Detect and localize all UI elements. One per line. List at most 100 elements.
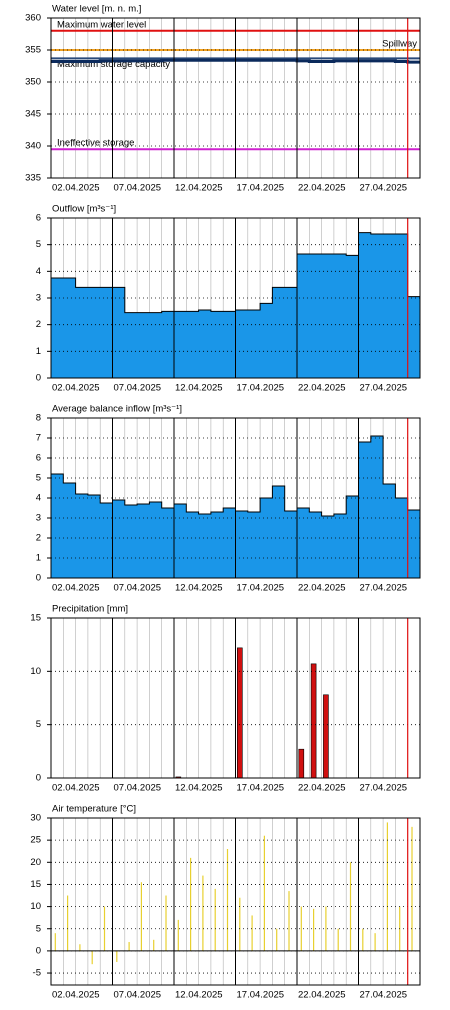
x-tick-label: 07.04.2025	[114, 183, 162, 194]
bar	[251, 915, 253, 951]
y-tick-label: 15	[30, 613, 41, 624]
bar	[67, 895, 69, 951]
bar	[165, 895, 167, 951]
x-tick-label: 27.04.2025	[360, 990, 408, 1001]
bar	[214, 888, 216, 951]
x-tick-label: 17.04.2025	[237, 383, 285, 394]
x-tick-label: 22.04.2025	[298, 783, 346, 794]
y-tick-label: 6	[36, 213, 41, 224]
bar	[103, 906, 106, 951]
bar	[54, 933, 56, 951]
x-tick-label: 27.04.2025	[360, 383, 408, 394]
chart-title: Precipitation [mm]	[52, 604, 128, 615]
bar	[263, 835, 266, 951]
plot-frame	[50, 417, 421, 579]
y-tick-label: 0	[36, 573, 41, 584]
x-tick-label: 02.04.2025	[52, 383, 100, 394]
x-tick-label: 17.04.2025	[237, 783, 285, 794]
bar	[288, 891, 290, 951]
plot-frame	[50, 617, 421, 779]
x-tick-label: 22.04.2025	[298, 583, 346, 594]
y-tick-label: 1	[36, 346, 41, 357]
reference-label: Maximum water level	[57, 19, 146, 30]
reference-label: Ineffective storage	[57, 138, 134, 149]
bar	[411, 826, 413, 951]
bar	[237, 647, 243, 779]
y-tick-label: 10	[30, 666, 41, 677]
bar	[310, 663, 317, 779]
reference-label: Maximum storage capacity	[57, 59, 170, 70]
chart-title: Air temperature [°C]	[52, 804, 136, 815]
bar	[128, 942, 130, 951]
y-tick-label: 5	[36, 923, 41, 934]
y-tick-label: 10	[30, 901, 41, 912]
bar	[116, 950, 118, 962]
y-tick-label: 15	[30, 879, 41, 890]
y-tick-label: 350	[25, 77, 41, 88]
water-level-line	[51, 58, 420, 64]
y-tick-label: 345	[25, 109, 41, 120]
step-area	[50, 232, 421, 379]
y-tick-label: 30	[30, 813, 41, 824]
x-tick-label: 27.04.2025	[360, 783, 408, 794]
y-tick-label: 5	[36, 719, 41, 730]
x-tick-label: 22.04.2025	[298, 183, 346, 194]
y-tick-label: 6	[36, 453, 41, 464]
y-tick-label: 4	[36, 493, 41, 504]
bar	[337, 928, 339, 951]
plot-frame	[50, 817, 421, 986]
x-tick-label: 12.04.2025	[175, 383, 223, 394]
reference-label: Spillway	[382, 39, 417, 50]
chart-title: Outflow [m³s⁻¹]	[52, 204, 116, 215]
y-tick-label: 0	[36, 373, 41, 384]
x-tick-label: 12.04.2025	[175, 183, 223, 194]
y-tick-label: 3	[36, 513, 41, 524]
x-tick-label: 22.04.2025	[298, 990, 346, 1001]
x-tick-label: 02.04.2025	[52, 783, 100, 794]
bar	[190, 857, 192, 951]
y-tick-label: 335	[25, 173, 41, 184]
y-tick-label: 5	[36, 473, 41, 484]
bar	[177, 919, 179, 951]
x-tick-label: 07.04.2025	[114, 783, 162, 794]
y-tick-label: 20	[30, 857, 41, 868]
y-tick-label: 355	[25, 45, 41, 56]
bar	[140, 882, 143, 951]
bar	[325, 906, 327, 951]
y-tick-label: 8	[36, 413, 41, 424]
bar	[300, 906, 302, 951]
bar	[153, 939, 155, 951]
x-tick-label: 12.04.2025	[175, 583, 223, 594]
plot-frame	[50, 217, 421, 379]
y-tick-label: 5	[36, 239, 41, 250]
x-tick-label: 17.04.2025	[237, 583, 285, 594]
chart-title: Average balance inflow [m³s⁻¹]	[52, 404, 182, 415]
bar	[226, 849, 229, 951]
x-tick-label: 12.04.2025	[175, 783, 223, 794]
bar	[313, 908, 315, 951]
y-tick-label: 4	[36, 266, 41, 277]
x-tick-label: 17.04.2025	[237, 183, 285, 194]
x-tick-label: 07.04.2025	[114, 383, 162, 394]
bar	[202, 875, 204, 951]
plot-frame	[50, 17, 421, 179]
bar	[298, 748, 305, 779]
x-tick-label: 02.04.2025	[52, 990, 100, 1001]
x-tick-label: 27.04.2025	[360, 183, 408, 194]
bar	[91, 950, 93, 965]
y-tick-label: 25	[30, 835, 41, 846]
y-tick-label: -5	[33, 968, 41, 979]
bar	[362, 928, 364, 951]
x-tick-label: 02.04.2025	[52, 183, 100, 194]
bar	[239, 897, 241, 951]
y-tick-label: 2	[36, 319, 41, 330]
y-tick-label: 7	[36, 433, 41, 444]
x-tick-label: 07.04.2025	[114, 583, 162, 594]
bar	[276, 928, 278, 951]
x-tick-label: 12.04.2025	[175, 990, 223, 1001]
x-tick-label: 22.04.2025	[298, 383, 346, 394]
bar	[323, 694, 329, 779]
bar	[386, 822, 389, 951]
y-tick-label: 0	[36, 945, 41, 956]
x-tick-label: 07.04.2025	[114, 990, 162, 1001]
